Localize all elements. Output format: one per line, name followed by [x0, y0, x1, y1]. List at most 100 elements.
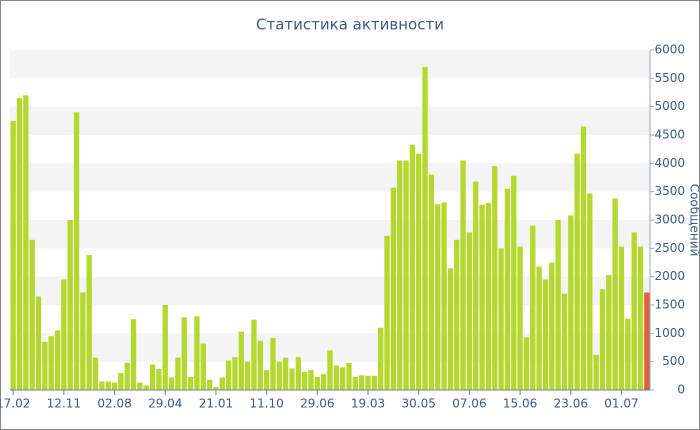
bar [504, 188, 511, 390]
grid-band [10, 220, 650, 249]
bar [542, 279, 549, 390]
bar [251, 319, 257, 390]
bar [466, 232, 473, 390]
x-tick-label: 17.02 [0, 397, 30, 411]
y-tick-label: 6000 [654, 43, 685, 57]
bar [289, 368, 295, 390]
bar [580, 126, 587, 390]
y-tick-label: 1500 [654, 298, 685, 312]
bar [80, 292, 86, 390]
bar [35, 296, 42, 390]
bar [187, 376, 194, 390]
bar [340, 367, 346, 390]
bar [73, 112, 80, 390]
bar [454, 239, 460, 390]
bar [301, 371, 308, 390]
bar [511, 175, 517, 390]
bar [225, 360, 232, 390]
y-axis-label: Сообщений [688, 184, 700, 257]
y-tick-label: 500 [662, 354, 685, 368]
grid-band [10, 163, 650, 192]
bar [574, 153, 580, 390]
bar [409, 144, 416, 390]
bar [282, 357, 289, 390]
bar [143, 385, 149, 390]
bar [536, 266, 542, 390]
x-tick-label: 29.06 [300, 397, 334, 411]
bar [67, 220, 73, 390]
x-tick-label: 29.04 [148, 397, 182, 411]
bar [42, 341, 48, 390]
bar [371, 375, 378, 390]
y-tick-label: 1000 [654, 326, 685, 340]
bar [194, 316, 200, 390]
bar [16, 98, 23, 391]
bar [206, 379, 213, 390]
bar [257, 340, 263, 390]
y-tick-label: 3500 [654, 184, 685, 198]
y-tick-label: 5000 [654, 99, 685, 113]
bar [23, 95, 29, 390]
bar [378, 327, 384, 390]
bar [473, 181, 479, 390]
x-tick-label: 01.07 [604, 397, 638, 411]
y-tick-label: 4000 [654, 156, 685, 170]
bar [403, 160, 409, 390]
bar [384, 235, 390, 390]
bar [118, 373, 124, 390]
bar [321, 374, 327, 390]
bar [485, 203, 492, 390]
y-tick-label: 2000 [654, 269, 685, 283]
bar [86, 255, 92, 390]
bar [416, 153, 422, 390]
bar [479, 204, 485, 390]
bar [213, 387, 219, 390]
bar [29, 239, 35, 390]
bar [270, 337, 276, 390]
bar [263, 370, 270, 390]
y-tick-label: 3000 [654, 213, 685, 227]
bar [327, 350, 333, 390]
grid-band [10, 50, 650, 79]
bar [606, 274, 612, 390]
x-tick-label: 11.10 [249, 397, 283, 411]
x-tick-label: 12.11 [47, 397, 81, 411]
bar [99, 381, 105, 390]
bar [492, 166, 498, 390]
bar [168, 377, 175, 390]
bar [631, 232, 637, 390]
bar [441, 202, 447, 390]
x-tick-label: 19.03 [351, 397, 385, 411]
bar [498, 248, 504, 390]
bar [175, 357, 181, 390]
x-tick-label: 30.05 [402, 397, 436, 411]
x-tick-label: 07.06 [452, 397, 486, 411]
bar [549, 262, 555, 390]
bar [219, 377, 225, 390]
bar [295, 357, 301, 390]
bar [625, 318, 631, 390]
bar [587, 193, 593, 390]
chart-title: Статистика активности [256, 16, 444, 34]
bar [346, 362, 352, 390]
grid-band [10, 106, 650, 135]
bar [365, 375, 371, 390]
bar [517, 246, 523, 390]
bar [238, 331, 244, 390]
bar [105, 381, 111, 390]
bar [561, 293, 568, 390]
bar [92, 357, 99, 390]
bar [422, 67, 428, 390]
bar [644, 292, 650, 390]
bar [435, 204, 441, 390]
bar [314, 376, 320, 390]
x-tick-label: 23.06 [554, 397, 588, 411]
bar [232, 357, 238, 390]
bar [181, 317, 187, 390]
bar [308, 370, 314, 390]
bar [162, 305, 168, 390]
bar [10, 120, 16, 390]
bar [244, 361, 251, 390]
bar [276, 361, 282, 390]
bar [593, 354, 599, 390]
